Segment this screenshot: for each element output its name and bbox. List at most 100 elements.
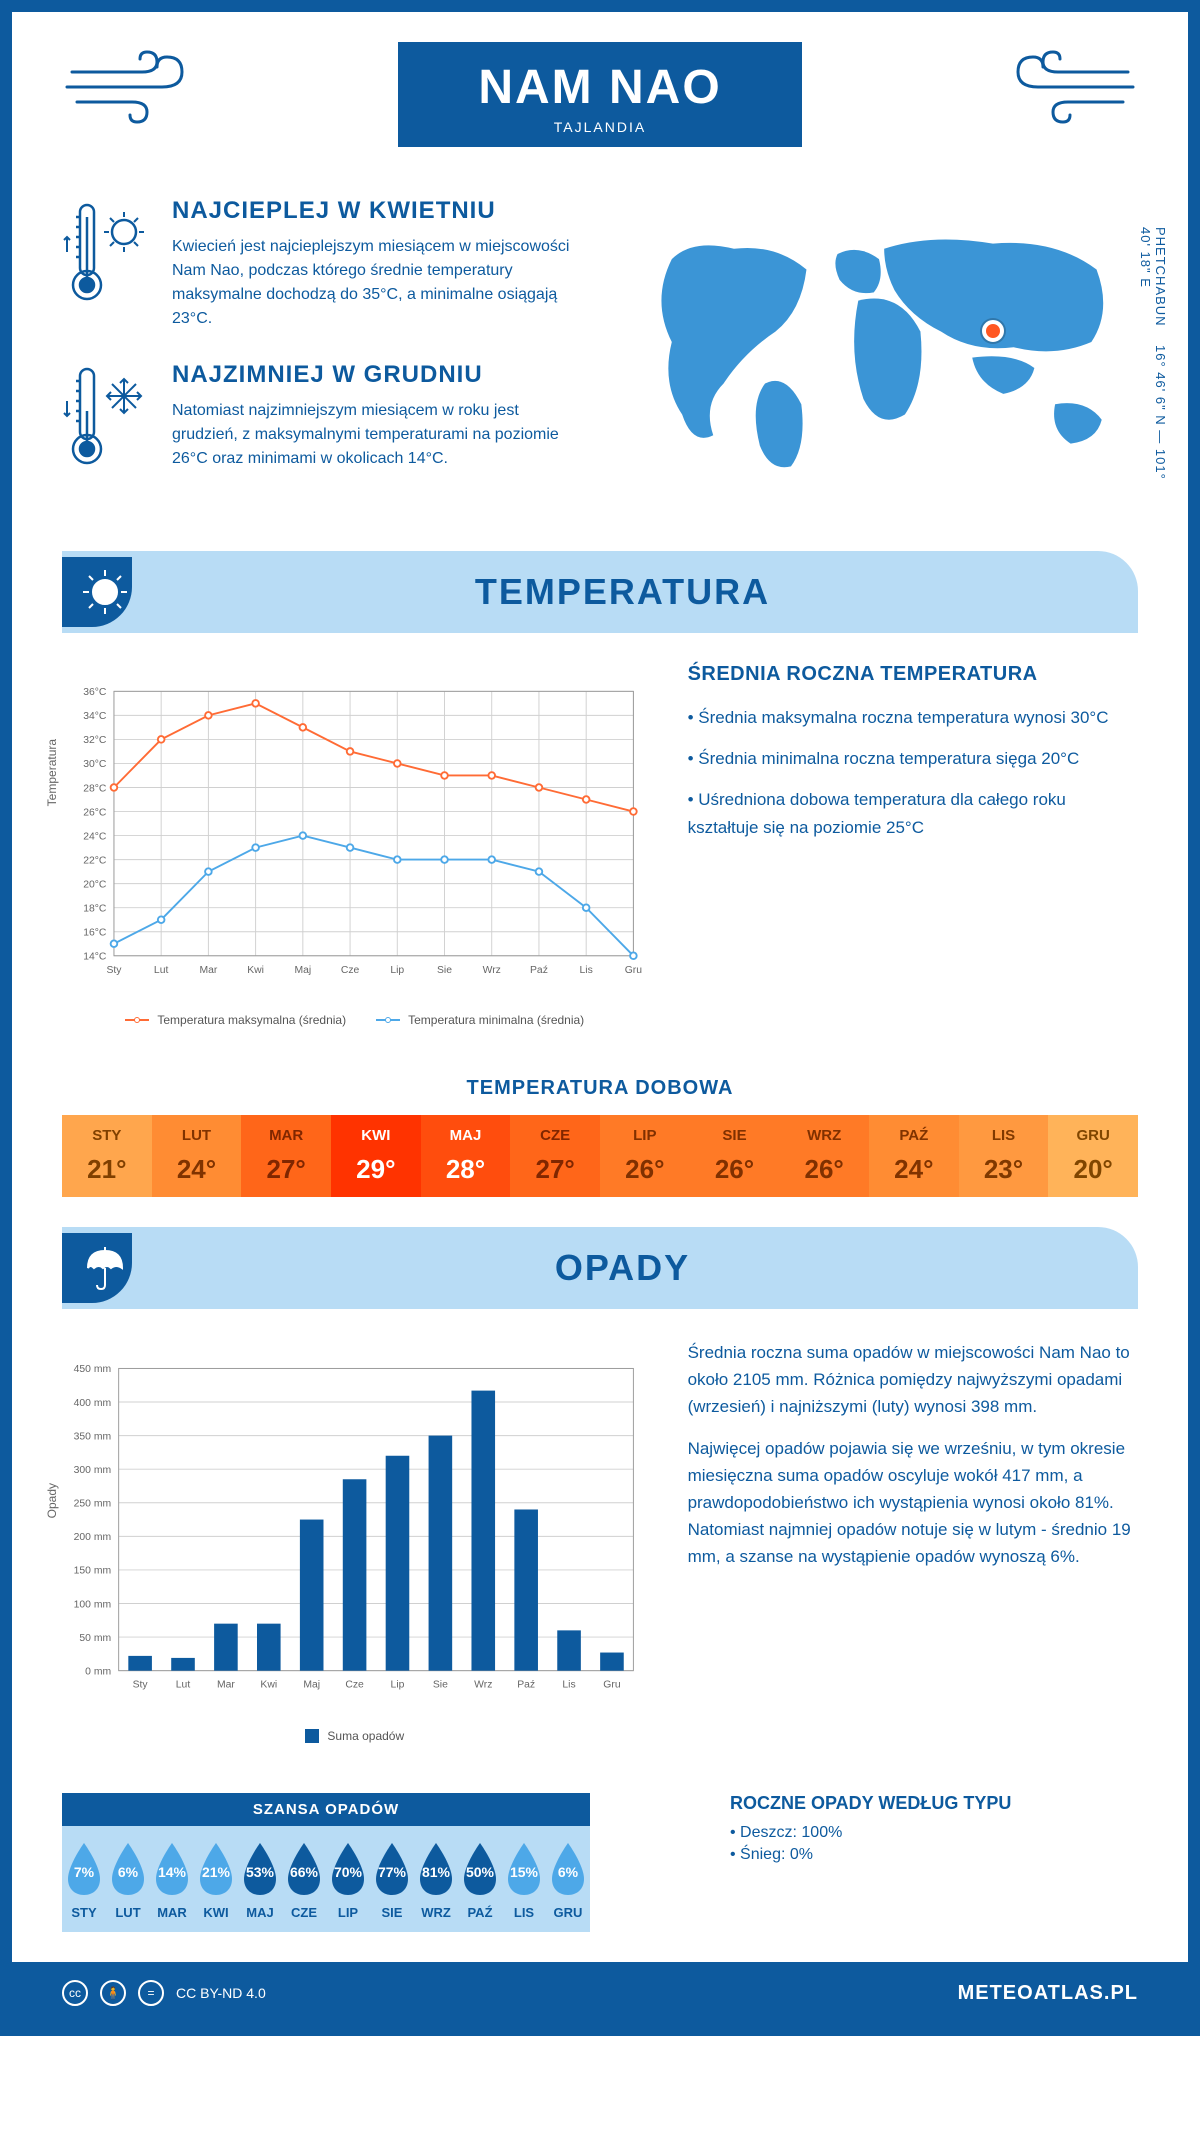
chance-drop-cell: 21%KWI bbox=[194, 1841, 238, 1920]
svg-text:Paź: Paź bbox=[530, 965, 548, 976]
daily-temp-cell: PAŹ24° bbox=[869, 1115, 959, 1197]
chance-drop-cell: 53%MAJ bbox=[238, 1841, 282, 1920]
daily-temp-cell: MAJ28° bbox=[421, 1115, 511, 1197]
svg-text:0 mm: 0 mm bbox=[85, 1666, 111, 1677]
svg-text:Cze: Cze bbox=[345, 1680, 364, 1691]
precip-chart-ylabel: Opady bbox=[45, 1483, 59, 1518]
svg-text:26°C: 26°C bbox=[83, 807, 107, 818]
svg-text:Mar: Mar bbox=[217, 1680, 235, 1691]
sun-icon bbox=[62, 557, 132, 627]
precip-text-1: Średnia roczna suma opadów w miejscowośc… bbox=[688, 1339, 1138, 1421]
page-subtitle: TAJLANDIA bbox=[478, 119, 721, 135]
chance-drop-cell: 50%PAŹ bbox=[458, 1841, 502, 1920]
wind-deco-left bbox=[62, 42, 202, 132]
svg-text:34°C: 34°C bbox=[83, 711, 107, 722]
page-header: NAM NAO TAJLANDIA bbox=[12, 12, 1188, 167]
svg-text:Mar: Mar bbox=[199, 965, 217, 976]
chance-drop-cell: 70%LIP bbox=[326, 1841, 370, 1920]
license-label: CC BY-ND 4.0 bbox=[176, 1985, 266, 2001]
svg-text:Maj: Maj bbox=[294, 965, 311, 976]
svg-text:200 mm: 200 mm bbox=[74, 1532, 111, 1543]
by-icon: 🧍 bbox=[100, 1980, 126, 2006]
precip-type-list: • Deszcz: 100% • Śnieg: 0% bbox=[730, 1824, 1138, 1864]
precip-type-item: • Deszcz: 100% bbox=[730, 1824, 1138, 1842]
svg-text:22°C: 22°C bbox=[83, 855, 107, 866]
svg-text:14°C: 14°C bbox=[83, 952, 107, 963]
thermometer-sun-icon bbox=[62, 197, 152, 307]
daily-temp-cell: MAR27° bbox=[241, 1115, 331, 1197]
chance-drop-cell: 66%CZE bbox=[282, 1841, 326, 1920]
svg-text:28°C: 28°C bbox=[83, 783, 107, 794]
daily-temp-cell: WRZ26° bbox=[779, 1115, 869, 1197]
svg-text:100 mm: 100 mm bbox=[74, 1599, 111, 1610]
daily-temp-cell: LIS23° bbox=[959, 1115, 1049, 1197]
legend-item: Temperatura minimalna (średnia) bbox=[376, 1013, 584, 1027]
chance-drop-cell: 81%WRZ bbox=[414, 1841, 458, 1920]
svg-text:Sie: Sie bbox=[433, 1680, 448, 1691]
svg-text:Kwi: Kwi bbox=[247, 965, 264, 976]
chance-drop-cell: 6%LUT bbox=[106, 1841, 150, 1920]
svg-text:300 mm: 300 mm bbox=[74, 1465, 111, 1476]
svg-text:36°C: 36°C bbox=[83, 687, 107, 698]
svg-text:32°C: 32°C bbox=[83, 735, 107, 746]
daily-temp-cell: GRU20° bbox=[1048, 1115, 1138, 1197]
coordinates-label: PHETCHABUN 16° 46' 6" N — 101° 40' 18" E bbox=[1138, 227, 1168, 501]
page-title: NAM NAO bbox=[478, 60, 721, 115]
coldest-text: Natomiast najzimniejszym miesiącem w rok… bbox=[172, 399, 580, 471]
svg-text:24°C: 24°C bbox=[83, 831, 107, 842]
svg-text:Lut: Lut bbox=[176, 1680, 191, 1691]
daily-temp-cell: LUT24° bbox=[152, 1115, 242, 1197]
svg-text:Lip: Lip bbox=[390, 965, 404, 976]
temp-chart-legend: Temperatura maksymalna (średnia) Temperat… bbox=[62, 1013, 648, 1027]
svg-text:Lis: Lis bbox=[580, 965, 593, 976]
avg-bullet: • Średnia minimalna roczna temperatura s… bbox=[688, 745, 1138, 772]
coldest-title: NAJZIMNIEJ W GRUDNIU bbox=[172, 361, 580, 389]
svg-text:Wrz: Wrz bbox=[483, 965, 501, 976]
avg-temp-title: ŚREDNIA ROCZNA TEMPERATURA bbox=[688, 663, 1138, 686]
svg-text:16°C: 16°C bbox=[83, 928, 107, 939]
chance-drops-row: 7%STY6%LUT14%MAR21%KWI53%MAJ66%CZE70%LIP… bbox=[62, 1826, 590, 1932]
warmest-text: Kwiecień jest najcieplejszym miesiącem w… bbox=[172, 235, 580, 331]
svg-text:Cze: Cze bbox=[341, 965, 360, 976]
precip-legend-label: Suma opadów bbox=[327, 1729, 404, 1743]
precip-section-header: OPADY bbox=[62, 1227, 1138, 1309]
svg-text:Gru: Gru bbox=[625, 965, 643, 976]
svg-text:Lis: Lis bbox=[562, 1680, 575, 1691]
svg-text:Lip: Lip bbox=[391, 1680, 405, 1691]
precip-text-2: Najwięcej opadów pojawia się we wrześniu… bbox=[688, 1435, 1138, 1571]
precip-type-item: • Śnieg: 0% bbox=[730, 1846, 1138, 1864]
chance-drop-cell: 6%GRU bbox=[546, 1841, 590, 1920]
chance-drop-cell: 15%LIS bbox=[502, 1841, 546, 1920]
svg-text:Kwi: Kwi bbox=[260, 1680, 277, 1691]
map-marker-icon bbox=[982, 320, 1004, 342]
daily-temp-title: TEMPERATURA DOBOWA bbox=[12, 1077, 1188, 1100]
svg-text:18°C: 18°C bbox=[83, 903, 107, 914]
svg-text:30°C: 30°C bbox=[83, 759, 107, 770]
precip-chart-legend: Suma opadów bbox=[62, 1729, 648, 1743]
page-footer: cc 🧍 = CC BY-ND 4.0 METEOATLAS.PL bbox=[12, 1962, 1188, 2024]
nd-icon: = bbox=[138, 1980, 164, 2006]
legend-item: Temperatura maksymalna (średnia) bbox=[125, 1013, 346, 1027]
avg-bullet: • Uśredniona dobowa temperatura dla całe… bbox=[688, 786, 1138, 840]
svg-text:Wrz: Wrz bbox=[474, 1680, 492, 1691]
svg-text:Maj: Maj bbox=[303, 1680, 320, 1691]
svg-text:Paź: Paź bbox=[517, 1680, 535, 1691]
svg-text:Lut: Lut bbox=[154, 965, 169, 976]
warmest-block: NAJCIEPLEJ W KWIETNIU Kwiecień jest najc… bbox=[62, 197, 580, 331]
temp-chart-ylabel: Temperatura bbox=[45, 739, 59, 806]
coldest-block: NAJZIMNIEJ W GRUDNIU Natomiast najzimnie… bbox=[62, 361, 580, 471]
wind-deco-right bbox=[998, 42, 1138, 132]
svg-text:Sty: Sty bbox=[106, 965, 122, 976]
chance-title: SZANSA OPADÓW bbox=[62, 1793, 590, 1826]
svg-text:Sty: Sty bbox=[133, 1680, 149, 1691]
svg-text:Sie: Sie bbox=[437, 965, 452, 976]
daily-temp-grid: STY21°LUT24°MAR27°KWI29°MAJ28°CZE27°LIP2… bbox=[62, 1115, 1138, 1197]
svg-text:450 mm: 450 mm bbox=[74, 1364, 111, 1375]
precip-type-title: ROCZNE OPADY WEDŁUG TYPU bbox=[730, 1793, 1138, 1814]
precip-title: OPADY bbox=[157, 1247, 1088, 1289]
thermometer-snow-icon bbox=[62, 361, 152, 471]
daily-temp-cell: SIE26° bbox=[690, 1115, 780, 1197]
svg-text:20°C: 20°C bbox=[83, 879, 107, 890]
intro-section: NAJCIEPLEJ W KWIETNIU Kwiecień jest najc… bbox=[12, 167, 1188, 531]
daily-temp-cell: STY21° bbox=[62, 1115, 152, 1197]
